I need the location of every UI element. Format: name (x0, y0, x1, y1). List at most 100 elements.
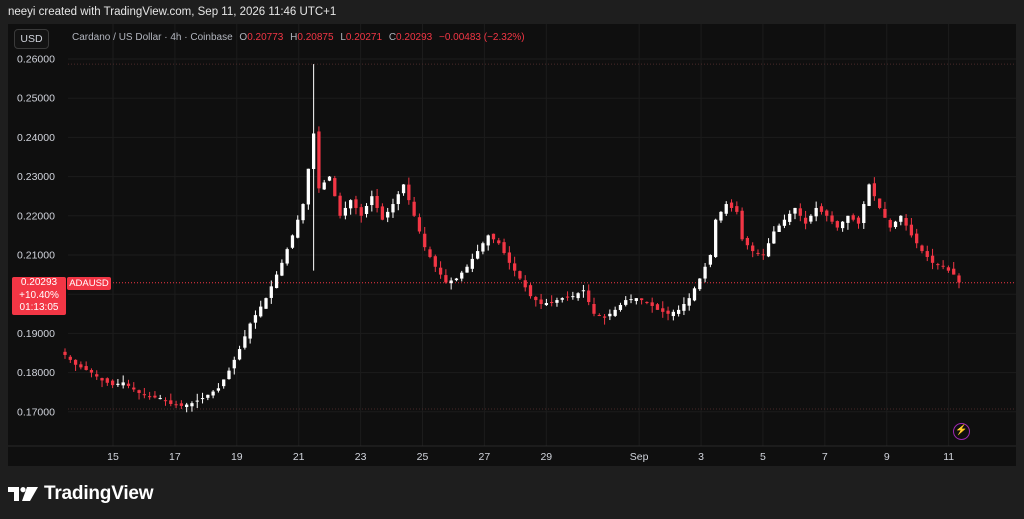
candle-body (322, 182, 326, 190)
candle-body (497, 240, 501, 244)
candle-body (899, 215, 903, 222)
candle-body (73, 359, 78, 365)
change-value: −0.00483 (−2.32%) (438, 32, 525, 43)
candle-body (655, 304, 660, 310)
candle-body (803, 217, 808, 224)
candle-body (872, 183, 877, 197)
candle-body (147, 396, 152, 398)
candle-body (920, 245, 924, 252)
candle-body (248, 323, 252, 339)
candle-body (793, 207, 797, 214)
brand-name: TradingView (44, 483, 154, 504)
low-label: L (340, 32, 346, 43)
candle-body (904, 218, 908, 226)
candle-body (851, 215, 855, 220)
candle-body (518, 271, 522, 279)
y-tick-label: 0.18000 (17, 367, 55, 379)
candle-body (523, 280, 527, 288)
x-tick-label: 17 (169, 451, 181, 463)
tradingview-logo[interactable]: TradingView (8, 483, 154, 505)
candle-body (311, 133, 316, 169)
chart-panel[interactable]: 0.26000 0.25000 0.24000 0.23000 0.22000 0.210… (8, 24, 1016, 466)
candle-body (354, 199, 358, 208)
x-tick-label: 5 (760, 451, 766, 463)
candle-body (539, 299, 543, 304)
candle-body (158, 398, 162, 400)
candle-body (306, 168, 310, 205)
attribution-text: neeyi created with TradingView.com, Sep … (8, 6, 337, 18)
candle-body (550, 302, 554, 304)
candle-body (909, 224, 914, 236)
candle-body (470, 258, 474, 269)
candle-body (317, 131, 321, 189)
candle-body (174, 404, 178, 406)
candle-body (185, 404, 189, 408)
candle-body (359, 207, 363, 216)
candle-body (237, 349, 242, 360)
candle-body (571, 296, 575, 298)
candle-body (132, 387, 136, 390)
candle-body (481, 243, 485, 252)
candle-body (772, 231, 776, 244)
candle-body (179, 403, 184, 406)
candle-body (200, 398, 205, 400)
last-price-tag: 0.20293 +10.40% 01:13:05 (12, 277, 66, 315)
open-label: O (239, 32, 248, 43)
candle-body (592, 303, 596, 314)
x-tick-label: 15 (107, 451, 119, 463)
y-tick-label: 0.24000 (17, 132, 55, 144)
attribution-bar: neeyi created with TradingView.com, Sep … (0, 0, 1024, 24)
candle-body (370, 196, 374, 206)
candle-body (782, 219, 787, 226)
x-tick-label: 23 (355, 451, 367, 463)
candle-body (465, 266, 469, 273)
candle-body (819, 206, 824, 212)
candle-body (915, 233, 919, 244)
candle-body (830, 215, 834, 222)
x-tick-label: 25 (417, 451, 429, 463)
x-tick-label: 11 (943, 451, 954, 463)
candle-body (761, 254, 765, 256)
candle-body (576, 293, 580, 299)
y-tick-label: 0.26000 (17, 54, 55, 66)
candle-body (423, 233, 427, 248)
candle-body (798, 208, 802, 216)
candle-body (274, 274, 279, 289)
candle-body (269, 286, 273, 298)
candle-body (486, 235, 490, 246)
candle-body (629, 299, 633, 301)
last-price-change: +10.40% (19, 289, 59, 301)
close-label: C (388, 32, 397, 43)
candle-body (766, 243, 771, 257)
x-tick-label: 29 (540, 451, 552, 463)
candle-body (724, 204, 728, 214)
candle-body (788, 213, 792, 222)
candle-body (349, 200, 353, 209)
candlestick-chart[interactable]: 0.26000 0.25000 0.24000 0.23000 0.22000 0.210… (8, 24, 1016, 466)
candle-body (153, 395, 157, 398)
candle-body (232, 359, 236, 369)
candle-body (714, 219, 718, 257)
candle-body (375, 195, 379, 208)
candle-body (544, 303, 549, 306)
candle-body (163, 400, 168, 402)
candle-body (301, 204, 305, 221)
candle-body (63, 351, 67, 355)
high-value: 0.20875 (297, 32, 334, 43)
candle-body (698, 278, 702, 290)
candle-body (216, 388, 221, 391)
candle-body (89, 369, 94, 373)
lightning-icon[interactable]: ⚡ (953, 423, 970, 440)
candle-body (729, 202, 734, 208)
candle-body (661, 308, 665, 312)
x-tick-label: 9 (884, 451, 890, 463)
candle-body (227, 370, 231, 380)
candle-body (952, 268, 956, 275)
candle-body (602, 316, 607, 318)
candle-body (338, 195, 342, 216)
candle-body (687, 298, 691, 306)
candle-body (624, 300, 628, 305)
candle-body (259, 306, 263, 317)
candle-body (930, 255, 935, 263)
currency-button[interactable]: USD (14, 29, 49, 49)
